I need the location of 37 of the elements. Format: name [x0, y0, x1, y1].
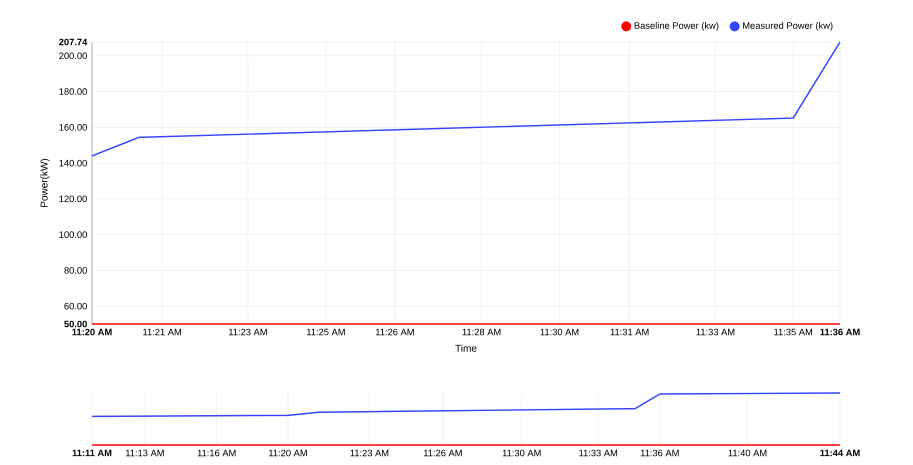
x-tick-label: 11:33 AM — [696, 328, 734, 336]
x-tick-label: 11:36 AM — [820, 328, 860, 336]
y-tick-label: 140.00 — [59, 160, 87, 166]
x-tick-label: 11:33 AM — [579, 450, 618, 456]
legend-label: Baseline Power (kw) — [634, 22, 718, 31]
x-axis-title: Time — [455, 344, 476, 352]
y-tick-label: 50.00 — [64, 320, 87, 328]
x-tick-label: 11:31 AM — [610, 328, 649, 336]
x-tick-label: 11:26 AM — [376, 328, 414, 336]
y-tick-label: 100.00 — [59, 231, 87, 238]
line-series — [91, 41, 841, 157]
x-tick-label: 11:30 AM — [540, 328, 578, 336]
x-tick-label: 11:44 AM — [820, 450, 860, 456]
y-axis-title: Power(kW) — [40, 158, 50, 207]
x-tick-label: 11:16 AM — [198, 450, 236, 456]
x-tick-label: 11:36 AM — [640, 450, 679, 456]
x-tick-label: 11:23 AM — [229, 328, 267, 336]
x-tick-label: 11:26 AM — [424, 450, 462, 456]
x-tick-label: 11:40 AM — [728, 450, 766, 456]
y-tick-label: 120.00 — [59, 196, 87, 202]
y-tick-label: 200.00 — [59, 52, 87, 60]
legend-label: Measured Power (kw) — [743, 22, 832, 31]
y-tick-label: 180.00 — [59, 88, 87, 95]
x-tick-label: 11:28 AM — [462, 328, 500, 336]
x-tick-label: 11:20 AM — [269, 450, 307, 456]
y-tick-label: 80.00 — [64, 267, 87, 274]
x-tick-label: 11:11 AM — [72, 450, 112, 456]
y-tick-label: 60.00 — [64, 302, 87, 310]
x-tick-label: 11:35 AM — [774, 328, 812, 336]
x-tick-label: 11:21 AM — [143, 328, 181, 336]
x-tick-label: 11:13 AM — [126, 450, 164, 456]
x-tick-label: 11:30 AM — [502, 450, 541, 456]
x-tick-label: 11:20 AM — [72, 328, 112, 336]
x-tick-label: 11:25 AM — [306, 328, 345, 336]
y-tick-label: 160.00 — [59, 124, 87, 131]
x-tick-label: 11:23 AM — [350, 450, 388, 456]
y-tick-label: 207.74 — [59, 38, 88, 46]
